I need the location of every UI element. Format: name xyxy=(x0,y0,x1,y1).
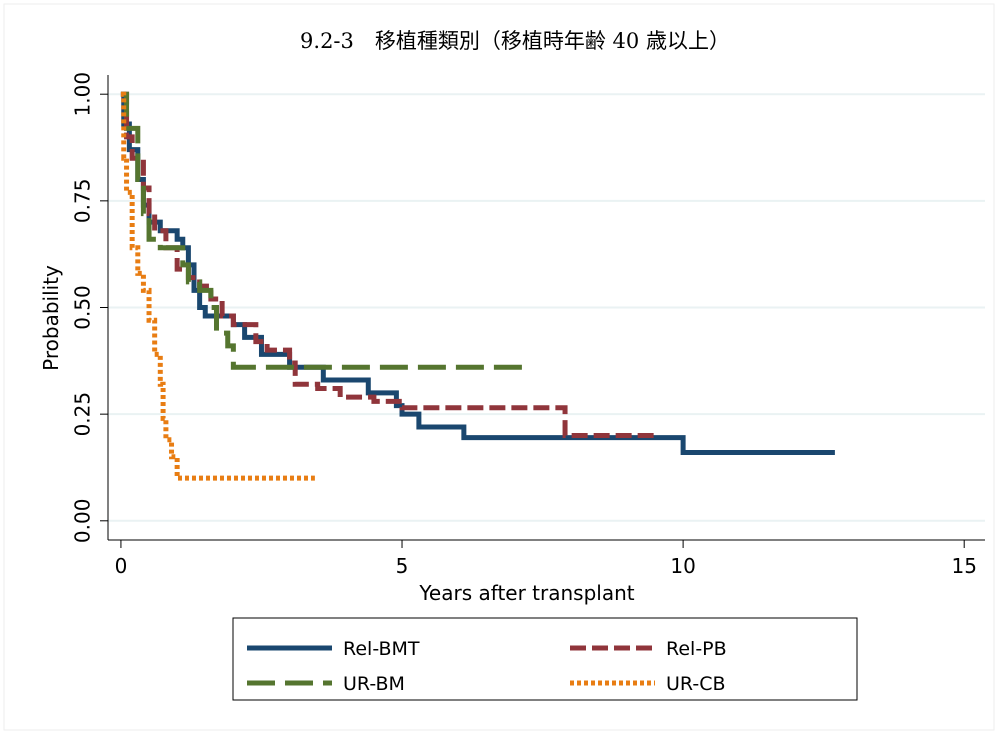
y-tick-label: 0.25 xyxy=(71,392,95,437)
survival-curve xyxy=(120,91,656,438)
legend-label: UR-CB xyxy=(666,673,726,695)
y-axis-label: Probability xyxy=(39,265,63,371)
x-tick-label: 5 xyxy=(396,554,409,578)
x-axis-label: Years after transplant xyxy=(418,581,634,605)
legend-box xyxy=(232,617,858,701)
chart-title: 9.2-3 移植種類別（移植時年齢 40 歳以上） xyxy=(300,29,730,53)
x-tick-label: 15 xyxy=(951,554,976,578)
x-tick-label: 10 xyxy=(670,554,695,578)
survival-curve xyxy=(120,91,532,370)
y-tick-label: 0.00 xyxy=(71,499,95,544)
y-tick-label: 0.75 xyxy=(71,179,95,224)
y-tick-label: 1.00 xyxy=(71,72,95,117)
survival-curve xyxy=(120,91,315,481)
legend-label: Rel-PB xyxy=(666,638,727,660)
legend-label: UR-BM xyxy=(343,673,405,695)
x-tick-label: 0 xyxy=(115,554,128,578)
legend-label: Rel-BMT xyxy=(343,638,420,660)
y-tick-label: 0.50 xyxy=(71,285,95,330)
